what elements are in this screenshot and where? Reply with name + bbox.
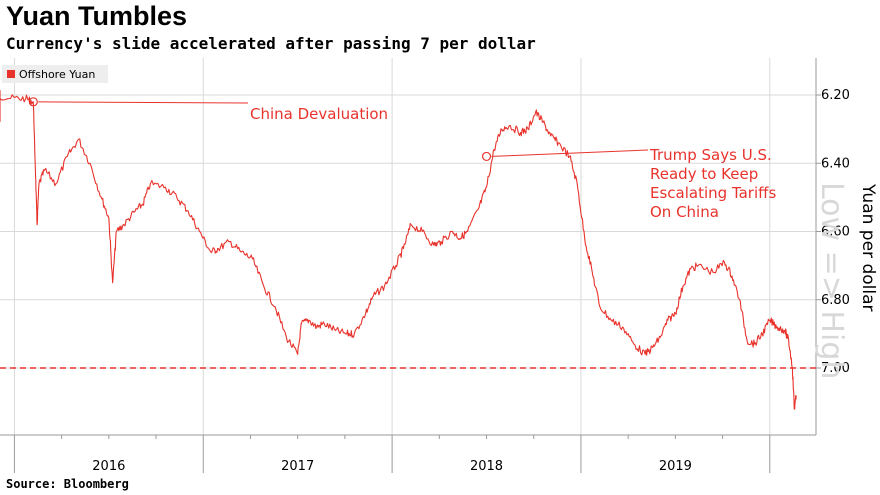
annotation-text-devaluation: China Devaluation bbox=[250, 105, 388, 123]
y-axis-title: Yuan per dollar bbox=[858, 183, 878, 312]
annotation-text-tariffs-line: Trump Says U.S. bbox=[649, 146, 772, 164]
annotation-leader-devaluation bbox=[38, 101, 249, 104]
chart-title: Yuan Tumbles bbox=[6, 1, 188, 31]
legend-label-offshore-yuan: Offshore Yuan bbox=[19, 68, 95, 81]
low-high-watermark: Low => High bbox=[814, 182, 849, 379]
axis-layer bbox=[0, 58, 817, 436]
series-line-offshore-yuan bbox=[0, 90, 797, 410]
y-tick-label: 6.20 bbox=[821, 88, 850, 103]
annotation-text-tariffs-line: Escalating Tariffs bbox=[650, 184, 776, 202]
annotation-marker-devaluation bbox=[28, 97, 38, 107]
legend-swatch-offshore-yuan bbox=[7, 70, 15, 78]
y-tick-label: 6.60 bbox=[821, 225, 850, 240]
annotation-text-tariffs-line: Ready to Keep bbox=[650, 165, 758, 183]
chart-subtitle: Currency's slide accelerated after passi… bbox=[6, 34, 536, 53]
tick-labels: 6.206.406.606.807.0020152016201720182019 bbox=[13, 88, 850, 474]
x-tick-label: 2018 bbox=[470, 459, 503, 474]
x-tick-label: 2016 bbox=[92, 459, 125, 474]
annotations: China Devaluation Trump Says U.S.Ready to… bbox=[28, 97, 776, 221]
y-tick-label: 6.80 bbox=[821, 293, 850, 308]
legend: Offshore Yuan bbox=[2, 65, 108, 83]
annotation-leader-tariffs bbox=[491, 149, 649, 157]
grid-layer bbox=[0, 58, 816, 435]
annotation-text-tariffs-line: On China bbox=[650, 203, 719, 221]
x-tick-label: 2019 bbox=[659, 459, 692, 474]
source-note: Source: Bloomberg bbox=[6, 477, 129, 491]
legend-background bbox=[2, 65, 108, 83]
x-tick-label: 2017 bbox=[281, 459, 314, 474]
y-tick-label: 7.00 bbox=[821, 361, 850, 376]
annotation-marker-tariffs bbox=[481, 151, 492, 162]
y-tick-label: 6.40 bbox=[821, 156, 850, 171]
